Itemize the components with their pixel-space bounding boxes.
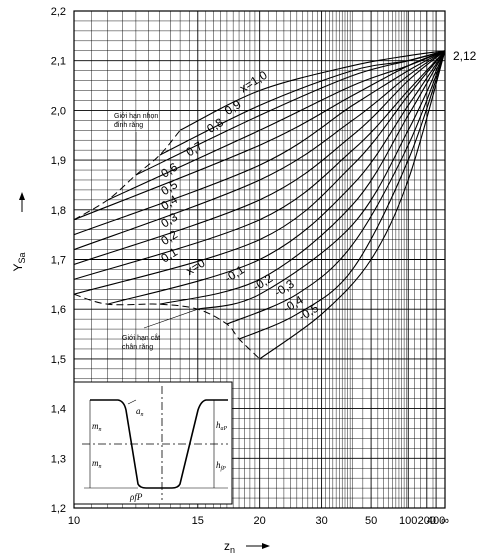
series-curve bbox=[226, 50, 446, 325]
series-curve bbox=[73, 50, 446, 251]
series-curve bbox=[73, 50, 446, 266]
limit-label: chân răng bbox=[122, 344, 153, 351]
x-tick-label: 50 bbox=[365, 515, 377, 527]
series-curve bbox=[107, 50, 446, 305]
limit-curve bbox=[73, 293, 261, 360]
y-tick-label: 1,3 bbox=[51, 453, 66, 465]
y-tick-label: 1,6 bbox=[51, 304, 66, 316]
y-tick-label: 1,7 bbox=[51, 255, 66, 267]
inset-frame bbox=[73, 381, 233, 505]
y-tick-label: 1,5 bbox=[51, 354, 66, 366]
converge-label: 2,12 bbox=[453, 49, 477, 63]
hap-label: haP bbox=[216, 420, 228, 432]
mn-bottom-label: mn bbox=[92, 458, 102, 470]
y-axis-arrow bbox=[19, 192, 25, 212]
y-tick-label: 1,2 bbox=[51, 503, 66, 515]
x-tick-label: 30 bbox=[315, 515, 327, 527]
series-curve bbox=[159, 50, 446, 305]
curve-label: 0,1 bbox=[158, 245, 180, 266]
limit-label: đỉnh răng bbox=[114, 121, 143, 129]
rhofp-label: ρfP bbox=[129, 492, 143, 502]
x-tick-label: ∞ bbox=[441, 515, 449, 527]
an-label: an bbox=[136, 406, 144, 418]
y-tick-label: 1,8 bbox=[51, 205, 66, 217]
x-axis-title: zn bbox=[224, 539, 235, 555]
x-axis-arrow bbox=[246, 543, 270, 549]
mn-top-label: mn bbox=[92, 421, 102, 433]
limit-label-leader bbox=[143, 308, 198, 329]
series-curve bbox=[73, 50, 446, 295]
curve-label: x=1,0 bbox=[237, 68, 270, 96]
curve-label: -0,2 bbox=[250, 271, 275, 294]
series-curve bbox=[73, 50, 446, 280]
series-curve bbox=[197, 50, 446, 310]
limit-label: Giới hạn nhọn bbox=[114, 113, 158, 120]
x-tick-label: 200 bbox=[418, 515, 436, 527]
limit-label: Giới hạn cắt bbox=[122, 333, 160, 342]
y-axis-title: YSa bbox=[11, 252, 27, 271]
y-tick-label: 2,1 bbox=[51, 56, 66, 68]
tooth-profile bbox=[90, 399, 228, 489]
series-curve bbox=[238, 50, 446, 340]
x-tick-label: 10 bbox=[68, 515, 80, 527]
x-tick-label: 15 bbox=[192, 515, 204, 527]
series-curve bbox=[73, 50, 446, 221]
y-tick-label: 2,2 bbox=[51, 6, 66, 18]
angle-arc bbox=[127, 399, 137, 405]
limit-curve bbox=[73, 129, 181, 221]
plot-frame bbox=[73, 10, 446, 509]
y-tick-label: 2,0 bbox=[51, 105, 66, 117]
x-tick-label: 20 bbox=[254, 515, 266, 527]
y-tick-label: 1,4 bbox=[51, 404, 66, 416]
series-curve bbox=[179, 50, 446, 131]
y-tick-label: 1,9 bbox=[51, 155, 66, 167]
curve-label: -0,1 bbox=[222, 262, 247, 285]
series-curve bbox=[259, 50, 446, 360]
x-tick-label: 100 bbox=[399, 515, 417, 527]
axes: 1,2 1,3 1,4 1,5 1,6 1,7 1,8 1,9 2,0 2,1 2,2 10 15 20 3… bbox=[51, 6, 449, 527]
series-curve bbox=[135, 50, 446, 176]
hfp-label: hfP bbox=[216, 460, 226, 472]
tooth-profile-inset: mn mn an haP hfP ρfP bbox=[73, 381, 233, 505]
x-tick-label: 400 bbox=[427, 515, 445, 527]
series-curve bbox=[73, 50, 446, 236]
curves bbox=[73, 50, 446, 360]
